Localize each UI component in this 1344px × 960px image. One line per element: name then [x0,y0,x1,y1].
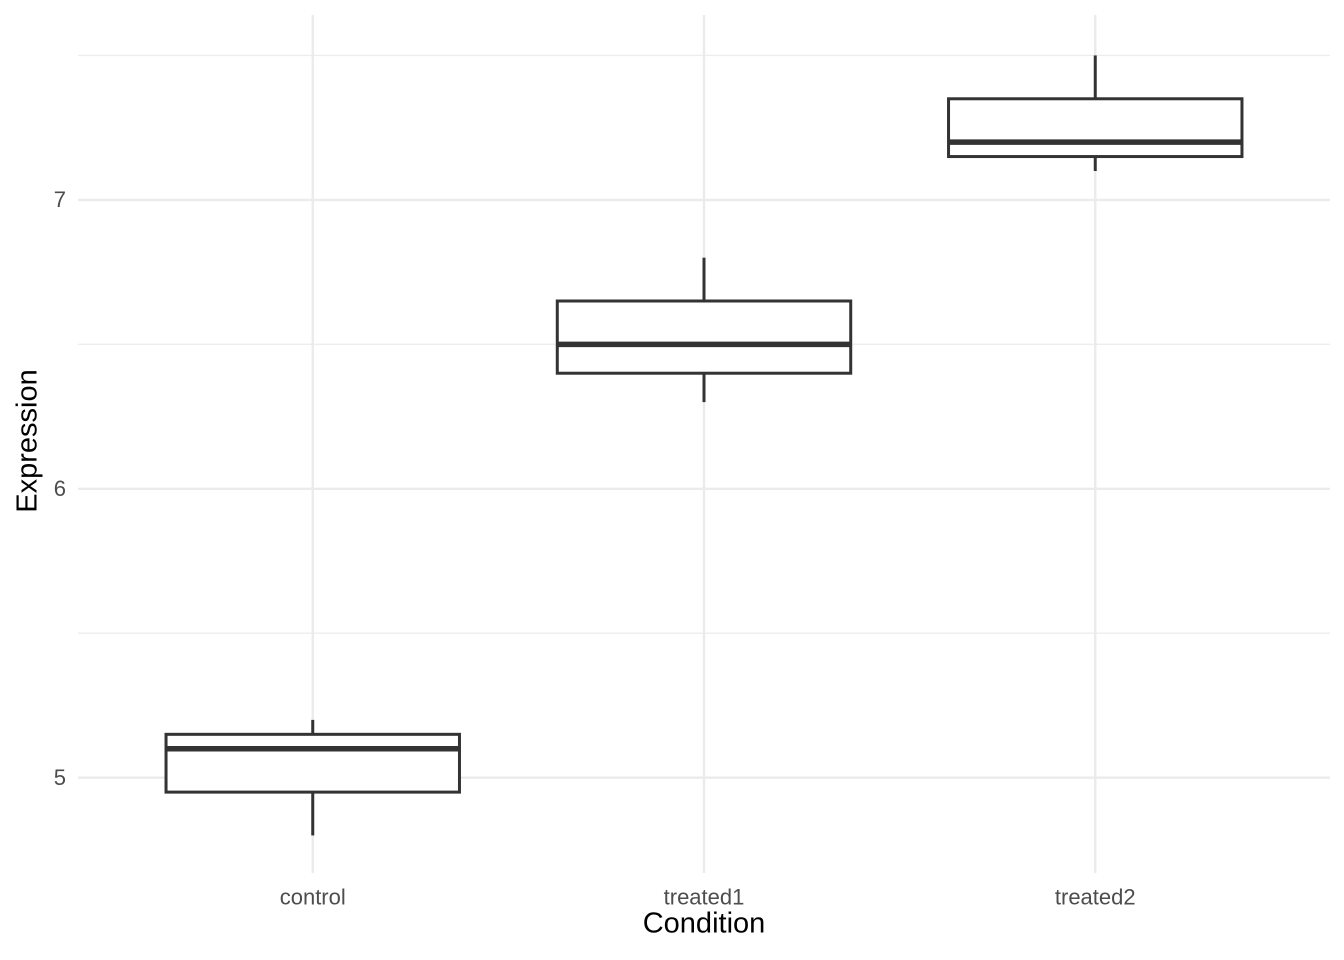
y-tick-label: 7 [54,187,66,212]
box-control [164,732,461,794]
x-tick-label: treated1 [664,884,745,909]
x-tick-label: treated2 [1055,884,1136,909]
x-axis-title: Condition [642,907,766,940]
box-treated1 [555,299,853,375]
y-tick-label: 5 [54,765,66,790]
y-axis-title: Expression [11,369,44,513]
x-tick-label: control [280,884,346,909]
box-treated2 [947,97,1244,159]
y-tick-label: 6 [54,476,66,501]
